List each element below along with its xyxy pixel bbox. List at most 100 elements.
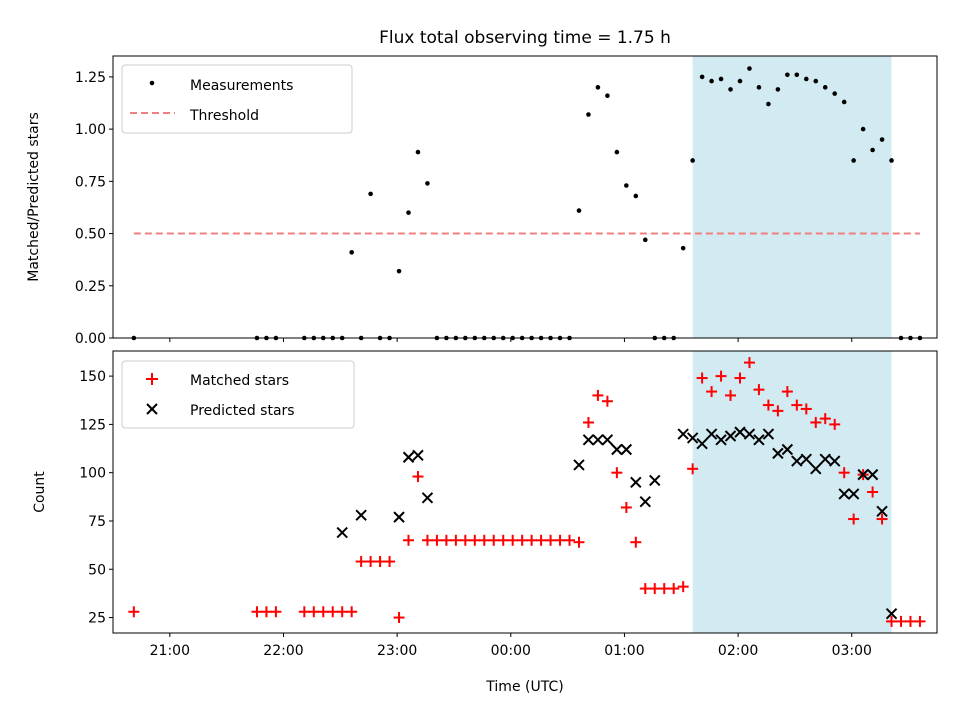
y-tick-label: 75 — [88, 514, 106, 530]
matched-star-point — [469, 534, 481, 546]
measurement-point — [822, 85, 828, 90]
matched-star-point — [298, 606, 310, 618]
measurement-point — [832, 91, 838, 96]
predicted-star-point — [810, 463, 822, 475]
matched-star-point — [251, 606, 263, 618]
legend-measurements-label: Measurements — [190, 78, 293, 94]
predicted-star-point — [857, 468, 869, 481]
measurement-point — [756, 85, 762, 90]
measurement-point — [851, 158, 856, 163]
matched-star-point — [639, 583, 651, 595]
count-panel: 25 50 75 100 125 150 21:00 22:00 23:00 00:00 01:0… — [32, 350, 938, 695]
legend-threshold-label: Threshold — [189, 108, 259, 124]
predicted-star-point — [402, 451, 415, 463]
predicted-star-point — [829, 455, 841, 467]
measurement-point — [614, 149, 620, 155]
predicted-star-point — [781, 443, 794, 456]
matched-star-point — [497, 534, 509, 546]
measurement-point — [633, 193, 639, 199]
legend-matched-label: Matched stars — [190, 373, 289, 389]
measurement-point — [690, 158, 695, 163]
matched-star-point — [421, 534, 433, 546]
matched-star-point — [507, 534, 519, 546]
matched-star-point — [270, 606, 282, 618]
matched-star-point — [592, 389, 604, 401]
measurement-point — [349, 250, 354, 255]
ratio-panel: 0.00 0.25 0.50 0.75 1.00 1.25 Matched/Predict… — [26, 55, 938, 347]
shaded-interval — [692, 56, 892, 338]
y-tick-label: 0.50 — [75, 227, 106, 243]
matched-star-point — [346, 606, 358, 618]
y-tick-label: 0.00 — [75, 331, 106, 347]
measurement-point — [889, 158, 894, 163]
matched-star-point — [791, 399, 803, 411]
x-tick-label: 23:00 — [377, 643, 417, 659]
matched-star-point — [848, 513, 860, 525]
predicted-star-point — [705, 428, 718, 440]
predicted-star-point — [724, 430, 737, 442]
measurement-point — [680, 245, 686, 251]
predicted-star-point — [762, 428, 775, 440]
matched-star-point — [781, 386, 793, 398]
matched-star-point — [488, 534, 500, 546]
matched-star-point — [668, 583, 680, 595]
measurement-point — [803, 76, 809, 82]
predicted-star-point — [791, 455, 803, 467]
predicted-star-point — [611, 443, 623, 456]
ratio-panel-frame — [112, 55, 938, 339]
measurement-point — [368, 191, 373, 197]
matched-star-point — [564, 534, 576, 546]
matched-star-point — [630, 536, 642, 548]
y-tick-label: 125 — [79, 417, 106, 433]
matched-star-point — [336, 606, 348, 618]
measurement-point — [415, 149, 421, 155]
predicted-star-point — [677, 428, 689, 440]
matched-star-point — [374, 556, 386, 568]
matched-star-point — [260, 606, 272, 618]
matched-star-point — [355, 556, 367, 568]
matched-star-point — [384, 556, 396, 568]
predicted-star-point — [336, 526, 348, 539]
legend-matched-marker — [146, 373, 158, 385]
count-panel-frame — [112, 350, 938, 634]
count-legend: Matched stars Predicted stars — [121, 360, 355, 429]
measurement-point — [605, 93, 610, 98]
measurement-point — [879, 137, 885, 142]
matched-star-point — [393, 612, 405, 624]
measurement-point — [624, 183, 629, 188]
predicted-star-point — [686, 432, 699, 444]
matched-star-point — [403, 534, 415, 546]
measurement-point — [813, 78, 819, 84]
matched-star-point — [658, 583, 670, 595]
predicted-star-point — [582, 434, 595, 446]
predicted-star-point — [819, 453, 831, 465]
predicted-star-point — [800, 453, 813, 465]
matched-star-point — [800, 403, 812, 415]
matched-star-point — [649, 583, 661, 595]
x-tick-label: 01:00 — [604, 643, 644, 659]
matched-star-point — [829, 418, 841, 430]
measurement-point — [841, 99, 847, 105]
matched-star-point — [516, 534, 528, 546]
matched-star-point — [743, 357, 755, 369]
measurement-point — [586, 112, 591, 117]
y-tick-label: 1.25 — [75, 70, 106, 86]
matched-star-point — [582, 416, 594, 428]
matched-star-point — [715, 370, 727, 382]
predicted-star-point — [753, 434, 765, 446]
matched-star-point — [914, 615, 926, 627]
x-tick-label: 22:00 — [263, 643, 303, 659]
x-axis-label: Time (UTC) — [485, 679, 563, 695]
y-tick-label: 0.25 — [75, 279, 106, 295]
predicted-star-point — [734, 426, 746, 438]
y-tick-label: 1.00 — [75, 122, 106, 138]
predicted-star-point — [847, 488, 860, 500]
y-tick-label: 150 — [79, 369, 106, 385]
matched-star-point — [308, 606, 320, 618]
matched-star-point — [440, 534, 452, 546]
legend-predicted-marker — [146, 403, 158, 415]
y-tick-label: 50 — [88, 562, 106, 578]
measurement-point — [766, 101, 771, 107]
measurement-point — [747, 66, 752, 71]
